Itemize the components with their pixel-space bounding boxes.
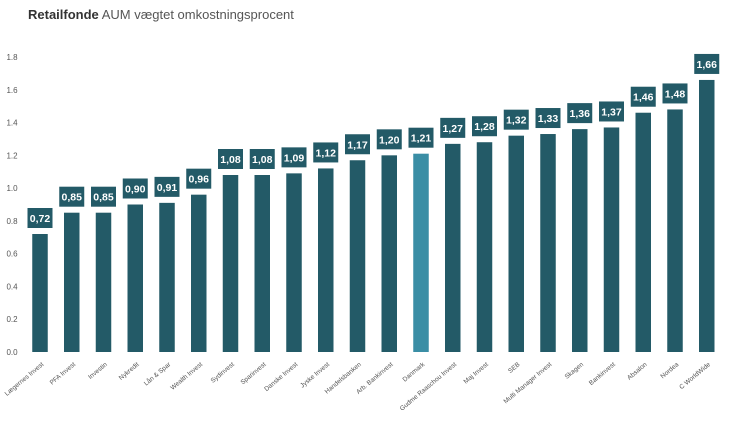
value-label: 1,32 bbox=[506, 115, 527, 127]
bar bbox=[254, 175, 270, 352]
bar bbox=[635, 112, 651, 352]
value-label: 1,46 bbox=[633, 92, 654, 104]
category-label: C WorldWide bbox=[678, 361, 712, 391]
value-label-box bbox=[694, 53, 720, 74]
y-tick-label: 1.8 bbox=[6, 53, 18, 62]
chart-title-bold: Retailfonde bbox=[28, 7, 99, 22]
bar bbox=[95, 212, 112, 352]
category-label: Skagen bbox=[564, 361, 586, 381]
bar bbox=[159, 202, 175, 352]
value-label-box bbox=[630, 86, 656, 107]
bar bbox=[445, 143, 461, 352]
value-label-box bbox=[503, 109, 529, 130]
value-label: 1,66 bbox=[697, 59, 718, 71]
bar bbox=[667, 109, 683, 352]
value-label: 1,09 bbox=[284, 152, 305, 164]
value-label: 1,12 bbox=[316, 147, 337, 159]
category-label: PFA Invest bbox=[49, 361, 77, 386]
value-label: 0,85 bbox=[62, 192, 83, 204]
bar bbox=[191, 194, 207, 352]
y-tick-label: 1.6 bbox=[6, 86, 18, 95]
chart-title-rest: AUM vægtet omkostningsprocent bbox=[101, 7, 294, 22]
bar bbox=[508, 135, 524, 352]
y-tick-label: 1.2 bbox=[6, 151, 18, 160]
y-tick-label: 0.2 bbox=[6, 315, 18, 324]
category-label: Gudme Raaschou Invest bbox=[399, 361, 458, 412]
category-label: Nordea bbox=[659, 361, 680, 380]
category-label: Lægernes Invest bbox=[4, 361, 46, 398]
bar bbox=[572, 129, 588, 352]
value-label: 1,20 bbox=[379, 134, 400, 146]
value-label: 0,85 bbox=[93, 192, 114, 204]
category-label: Danske Invest bbox=[263, 361, 299, 393]
chart-title: Retailfonde AUM vægtet omkostningsprocen… bbox=[28, 7, 294, 22]
value-label-box bbox=[91, 186, 116, 207]
value-label: 1,33 bbox=[538, 113, 559, 125]
value-label-box bbox=[313, 142, 339, 163]
value-label-box bbox=[662, 83, 688, 104]
category-label: Lån & Spar bbox=[142, 360, 173, 388]
value-label: 0,90 bbox=[125, 184, 146, 196]
value-label-box bbox=[27, 208, 53, 228]
bar bbox=[286, 173, 302, 352]
category-label: Sparinvest bbox=[240, 361, 268, 386]
category-label: Maj Invest bbox=[463, 361, 490, 386]
value-label-box bbox=[535, 108, 561, 129]
value-label-box bbox=[249, 149, 275, 169]
bar bbox=[32, 234, 48, 352]
y-tick-label: 0.8 bbox=[6, 217, 18, 226]
value-label: 1,21 bbox=[411, 133, 432, 145]
y-tick-label: 0.6 bbox=[6, 250, 18, 259]
y-tick-label: 1.0 bbox=[6, 184, 18, 193]
value-label-box bbox=[345, 134, 370, 155]
value-label-box bbox=[59, 186, 85, 207]
value-label-box bbox=[599, 101, 624, 122]
category-label: Wealth Invest bbox=[169, 361, 204, 392]
y-tick-label: 0.0 bbox=[6, 348, 18, 357]
y-tick-label: 1.4 bbox=[6, 119, 18, 128]
value-label-box bbox=[376, 129, 402, 150]
value-label: 0,91 bbox=[157, 182, 178, 194]
category-label: Jyske Invest bbox=[299, 361, 331, 389]
category-label: Nykredit bbox=[118, 361, 141, 382]
bar bbox=[413, 153, 429, 352]
value-label: 1,48 bbox=[665, 88, 686, 100]
category-label: Investin bbox=[87, 361, 109, 381]
bar bbox=[699, 79, 715, 352]
value-label-box bbox=[154, 176, 180, 197]
bar bbox=[540, 134, 556, 352]
value-label: 1,28 bbox=[474, 121, 495, 133]
value-label-box bbox=[440, 117, 466, 138]
value-label-box bbox=[122, 178, 148, 199]
value-label-box bbox=[567, 103, 593, 124]
bar bbox=[127, 204, 143, 352]
value-label-box bbox=[186, 168, 212, 189]
category-label: Bankinvest bbox=[588, 361, 617, 387]
bar bbox=[476, 142, 493, 352]
bar bbox=[381, 155, 397, 352]
value-label: 1,08 bbox=[252, 154, 273, 166]
y-tick-label: 0.4 bbox=[6, 282, 18, 291]
value-label-box bbox=[408, 127, 434, 148]
bar bbox=[64, 212, 80, 352]
value-label: 1,37 bbox=[601, 106, 622, 118]
value-label: 1,27 bbox=[443, 123, 464, 135]
bar bbox=[222, 175, 239, 352]
bar bbox=[349, 160, 366, 352]
value-label-box bbox=[218, 149, 243, 169]
category-label: SEB bbox=[507, 361, 521, 375]
value-label: 0,72 bbox=[30, 213, 51, 225]
category-label: Sydinvest bbox=[210, 361, 236, 385]
value-label: 1,08 bbox=[220, 154, 241, 166]
value-label: 1,17 bbox=[347, 139, 368, 151]
value-label: 0,96 bbox=[189, 174, 210, 186]
bar bbox=[603, 127, 620, 352]
category-label: Absalon bbox=[626, 361, 649, 382]
bar bbox=[318, 168, 334, 352]
value-label-box bbox=[472, 116, 497, 137]
value-label-box bbox=[281, 147, 307, 168]
category-label: Danmark bbox=[402, 361, 427, 384]
value-label: 1,36 bbox=[570, 108, 591, 120]
